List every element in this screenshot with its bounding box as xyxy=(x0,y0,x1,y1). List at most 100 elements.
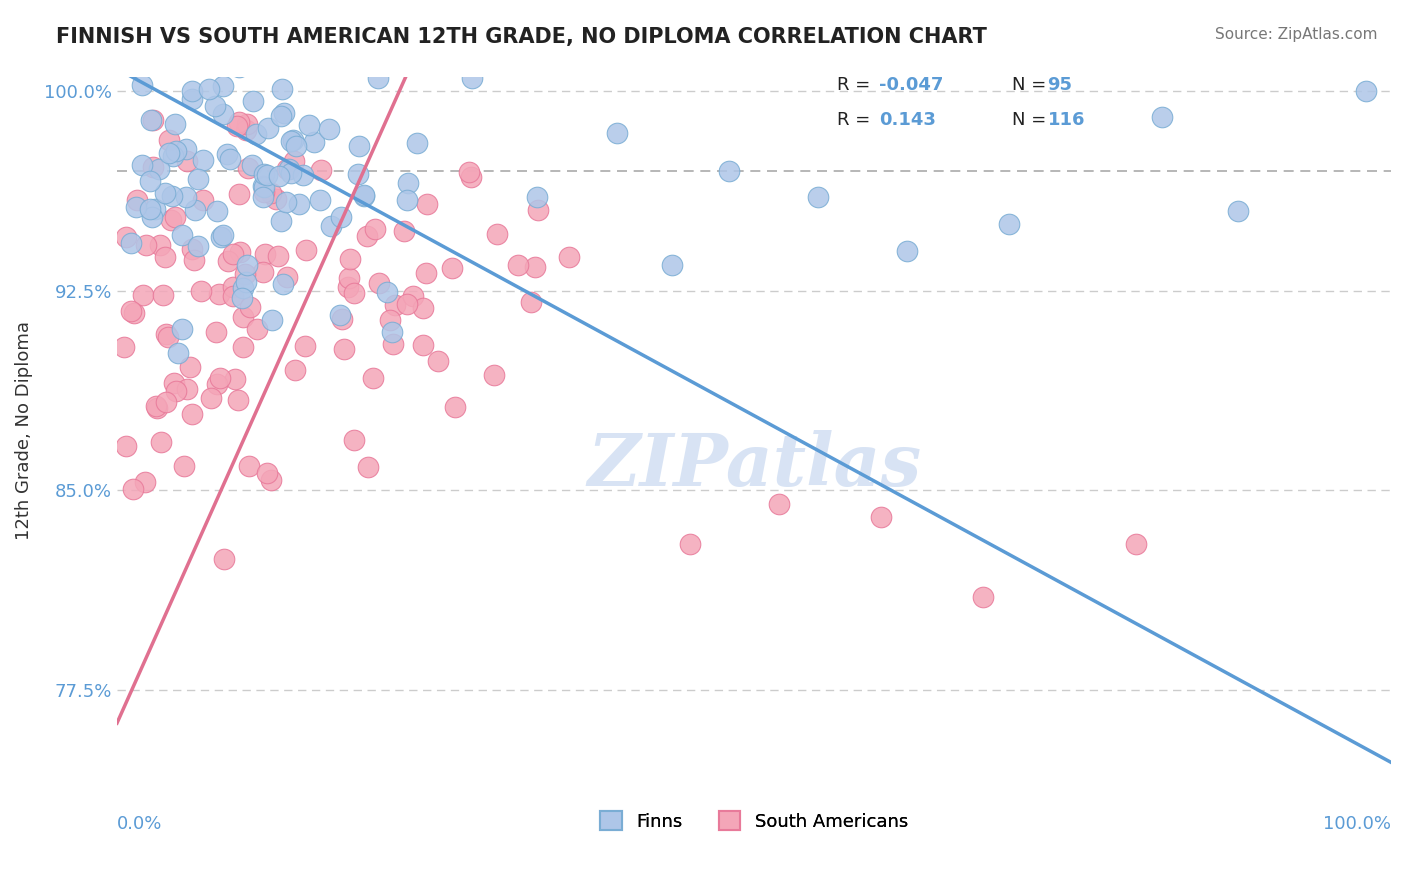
Point xyxy=(458,165,481,179)
Point xyxy=(212,551,235,566)
Point xyxy=(204,99,226,113)
Point xyxy=(395,193,418,207)
Point xyxy=(197,82,219,96)
Text: 0.143: 0.143 xyxy=(879,112,935,129)
Point xyxy=(412,338,434,352)
Point xyxy=(245,127,267,141)
Point xyxy=(402,289,425,303)
Text: N =: N = xyxy=(1012,76,1052,94)
Point xyxy=(485,227,508,241)
Point xyxy=(807,190,830,204)
Point xyxy=(253,167,276,181)
Point xyxy=(142,160,165,174)
Point xyxy=(356,228,378,243)
Point xyxy=(142,112,165,127)
Point xyxy=(211,79,233,94)
Point xyxy=(233,267,256,281)
Point xyxy=(395,297,418,311)
Point xyxy=(396,176,419,190)
Point xyxy=(997,217,1019,231)
Point xyxy=(380,312,402,326)
Point xyxy=(162,149,184,163)
Text: ZIPatlas: ZIPatlas xyxy=(586,430,921,501)
Point xyxy=(232,341,254,355)
Point xyxy=(339,252,361,266)
Point xyxy=(367,70,389,85)
Point xyxy=(157,57,180,71)
Point xyxy=(321,219,343,233)
Point xyxy=(302,135,325,149)
Point xyxy=(238,161,260,175)
Point xyxy=(339,270,361,285)
Point xyxy=(145,401,167,415)
Point xyxy=(139,112,162,127)
Point xyxy=(221,247,243,261)
Point xyxy=(520,295,543,310)
Point xyxy=(174,142,197,156)
Point xyxy=(224,372,246,386)
Point xyxy=(160,189,183,203)
Point xyxy=(253,180,276,194)
Point xyxy=(264,192,287,206)
Point xyxy=(148,161,170,176)
Point xyxy=(1150,111,1173,125)
Point xyxy=(163,57,186,71)
Point xyxy=(392,224,415,238)
Point xyxy=(204,326,226,340)
Point xyxy=(337,280,360,294)
Point xyxy=(176,382,198,396)
Text: 100.0%: 100.0% xyxy=(1323,815,1391,833)
Point xyxy=(346,167,368,181)
Point xyxy=(153,186,176,200)
Point xyxy=(165,144,187,158)
Point xyxy=(242,94,264,108)
Point xyxy=(343,433,366,447)
Point xyxy=(149,435,172,450)
Point xyxy=(363,371,385,385)
Point xyxy=(170,321,193,335)
Text: 0.0%: 0.0% xyxy=(117,815,162,833)
Point xyxy=(415,197,437,211)
Point xyxy=(176,154,198,169)
Point xyxy=(375,285,398,300)
Point xyxy=(226,393,249,408)
Point xyxy=(155,326,177,341)
Point xyxy=(187,239,209,253)
Point xyxy=(156,329,179,343)
Point xyxy=(138,174,160,188)
Point xyxy=(277,161,299,176)
Point xyxy=(679,536,702,550)
Point xyxy=(256,168,278,182)
Point xyxy=(231,291,253,305)
Point xyxy=(267,249,290,263)
Point xyxy=(415,266,437,280)
Point xyxy=(267,169,290,184)
Point xyxy=(120,235,142,250)
Point xyxy=(236,117,259,131)
Point xyxy=(183,252,205,267)
Point xyxy=(768,497,790,511)
Point xyxy=(149,238,172,252)
Point xyxy=(661,258,683,272)
Point xyxy=(384,298,406,312)
Point xyxy=(253,185,276,199)
Point xyxy=(253,247,276,261)
Point xyxy=(257,120,280,135)
Point xyxy=(232,310,254,324)
Text: -0.047: -0.047 xyxy=(879,76,943,94)
Point xyxy=(381,336,404,351)
Point xyxy=(187,171,209,186)
Point xyxy=(205,377,228,392)
Point xyxy=(160,213,183,227)
Point xyxy=(184,202,207,217)
Point xyxy=(260,312,283,326)
Point xyxy=(280,134,302,148)
Point xyxy=(165,384,187,398)
Point xyxy=(222,280,245,294)
Point xyxy=(606,126,628,140)
Point xyxy=(181,242,204,256)
Point xyxy=(353,189,375,203)
Point xyxy=(131,158,153,172)
Point xyxy=(193,194,215,208)
Point xyxy=(1125,536,1147,550)
